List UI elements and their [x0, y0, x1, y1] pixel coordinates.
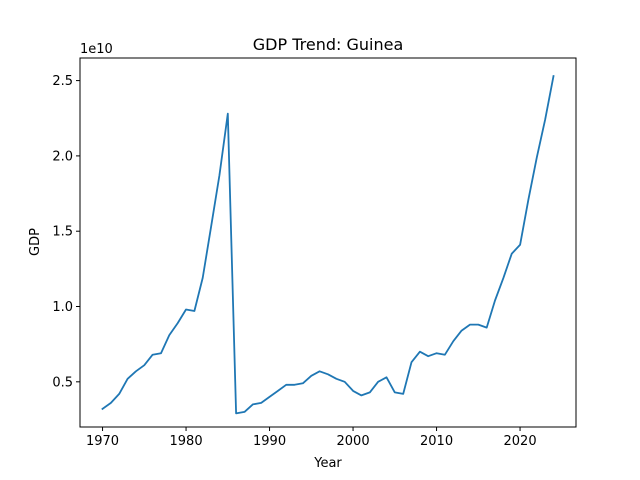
x-axis-ticks: 1970 1980 1990 2000 2010 2020: [86, 427, 537, 449]
gdp-series-line: [101, 75, 555, 415]
y-axis-offset-label: 1e10: [80, 42, 113, 57]
y-tick-label: 1.0: [52, 300, 73, 315]
y-axis-label: GDP: [28, 228, 43, 256]
x-tick-label: 1970: [86, 434, 119, 449]
y-tick-label: 0.5: [52, 375, 73, 390]
chart-title: GDP Trend: Guinea: [253, 35, 404, 54]
x-axis-label: Year: [313, 456, 342, 471]
x-tick-label: 1980: [170, 434, 203, 449]
x-tick-label: 1990: [253, 434, 286, 449]
series-layer: [101, 75, 555, 415]
x-tick-label: 2000: [337, 434, 370, 449]
plot-area-frame: [79, 57, 577, 428]
x-tick-label: 2010: [420, 434, 453, 449]
y-tick-label: 2.5: [52, 74, 73, 89]
y-axis-ticks: 0.5 1.0 1.5 2.0 2.5: [52, 74, 80, 390]
x-tick-label: 2020: [504, 434, 537, 449]
y-tick-label: 1.5: [52, 225, 73, 240]
y-tick-label: 2.0: [52, 149, 73, 164]
